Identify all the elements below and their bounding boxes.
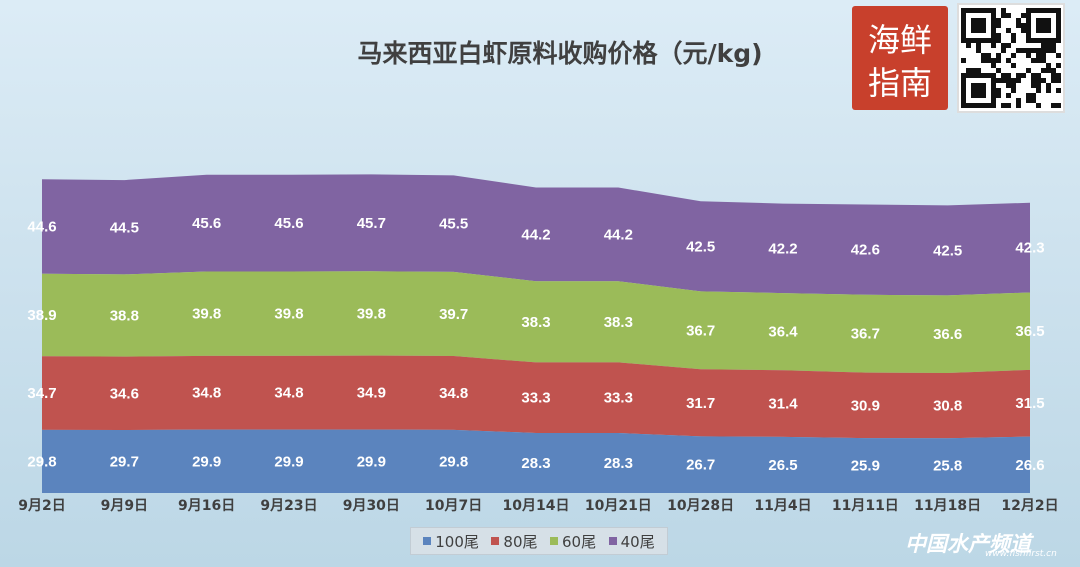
value-label: 38.3 (604, 314, 633, 331)
value-label: 36.6 (933, 326, 962, 343)
value-label: 38.9 (27, 307, 56, 324)
legend-label: 40尾 (620, 532, 655, 551)
x-tick-label: 10月7日 (425, 498, 482, 514)
qr-code (957, 3, 1065, 113)
x-tick-label: 12月2日 (1001, 498, 1058, 514)
value-label: 30.9 (851, 397, 880, 414)
value-label: 45.6 (192, 215, 221, 232)
x-tick-label: 9月23日 (260, 498, 317, 514)
value-label: 29.8 (439, 453, 468, 470)
logo: 海鲜 指南 (852, 6, 948, 110)
value-label: 42.2 (768, 240, 797, 257)
x-tick-label: 10月21日 (585, 498, 652, 514)
value-label: 26.6 (1015, 457, 1044, 474)
value-label: 34.7 (27, 385, 56, 402)
x-tick-label: 9月16日 (178, 498, 235, 514)
value-label: 36.4 (768, 324, 798, 341)
chart-value-labels: 29.8 29.7 29.9 29.9 29.9 29.8 28.3 28.3 26.7 26.5… (27, 215, 1044, 475)
value-label: 45.7 (357, 215, 386, 232)
x-tick-label: 10月14日 (503, 498, 570, 514)
legend-label: 100尾 (435, 532, 479, 551)
watermark-url: www.fishfirst.cn (985, 549, 1057, 559)
x-axis-ticks: 9月2日 9月9日 9月16日 9月23日 9月30日 10月7日 10月14日 10月21日… (18, 498, 1058, 514)
chart-title: 马来西亚白虾原料收购价格（元/kg) (357, 39, 763, 68)
value-label: 44.5 (110, 219, 139, 236)
legend-label: 80尾 (503, 532, 538, 551)
value-label: 31.5 (1015, 395, 1044, 412)
value-label: 44.2 (521, 226, 550, 243)
value-label: 28.3 (521, 455, 550, 472)
x-tick-label: 11月18日 (914, 498, 981, 514)
value-label: 34.8 (192, 385, 221, 402)
value-label: 31.4 (768, 396, 798, 413)
area-series-40尾 (42, 174, 1030, 296)
value-label: 34.9 (357, 385, 386, 402)
logo-text-bottom: 指南 (868, 64, 932, 102)
value-label: 34.8 (439, 385, 468, 402)
x-tick-label: 11月11日 (832, 498, 899, 514)
value-label: 34.6 (110, 385, 139, 402)
value-label: 33.3 (604, 390, 633, 407)
x-tick-label: 9月2日 (18, 498, 65, 514)
area-series-80尾 (42, 355, 1030, 439)
legend-item-80: 80尾 (491, 531, 538, 552)
x-tick-label: 10月28日 (667, 498, 734, 514)
legend-label: 60尾 (562, 532, 597, 551)
legend-item-100: 100尾 (423, 531, 479, 552)
value-label: 39.7 (439, 306, 468, 323)
value-label: 29.8 (27, 453, 56, 470)
watermark-text: 中国水产频道 (905, 532, 1031, 556)
value-label: 42.5 (933, 242, 962, 259)
value-label: 28.3 (604, 455, 633, 472)
value-label: 36.7 (686, 322, 715, 339)
value-label: 36.7 (851, 326, 880, 343)
value-label: 31.7 (686, 395, 715, 412)
value-label: 30.8 (933, 398, 962, 415)
value-label: 36.5 (1015, 323, 1044, 340)
x-tick-label: 11月4日 (754, 498, 811, 514)
value-label: 33.3 (521, 390, 550, 407)
value-label: 39.8 (192, 306, 221, 323)
value-label: 39.8 (357, 305, 386, 322)
value-label: 42.3 (1015, 240, 1044, 257)
value-label: 38.3 (521, 314, 550, 331)
area-series-60尾 (42, 271, 1030, 374)
value-label: 45.5 (439, 216, 468, 233)
logo-text-top: 海鲜 (868, 21, 932, 59)
value-label: 44.2 (604, 226, 633, 243)
area-series-100尾 (42, 429, 1030, 493)
value-label: 45.6 (274, 215, 303, 232)
value-label: 29.7 (110, 454, 139, 471)
value-label: 42.5 (686, 238, 715, 255)
chart-areas (42, 174, 1030, 493)
value-label: 26.7 (686, 457, 715, 474)
value-label: 29.9 (274, 453, 303, 470)
legend-item-60: 60尾 (550, 531, 596, 552)
x-tick-label: 9月30日 (343, 498, 400, 514)
legend: 100尾 80尾 60尾 40尾 (410, 527, 668, 555)
value-label: 26.5 (768, 457, 797, 474)
value-label: 42.6 (851, 242, 880, 259)
value-label: 25.9 (851, 458, 880, 475)
value-label: 44.6 (27, 219, 56, 236)
value-label: 39.8 (274, 306, 303, 323)
value-label: 38.8 (110, 308, 139, 325)
x-tick-label: 9月9日 (101, 498, 148, 514)
value-label: 25.8 (933, 458, 962, 475)
value-label: 29.9 (357, 453, 386, 470)
legend-item-40: 40尾 (608, 531, 655, 552)
value-label: 34.8 (274, 385, 303, 402)
value-label: 29.9 (192, 453, 221, 470)
